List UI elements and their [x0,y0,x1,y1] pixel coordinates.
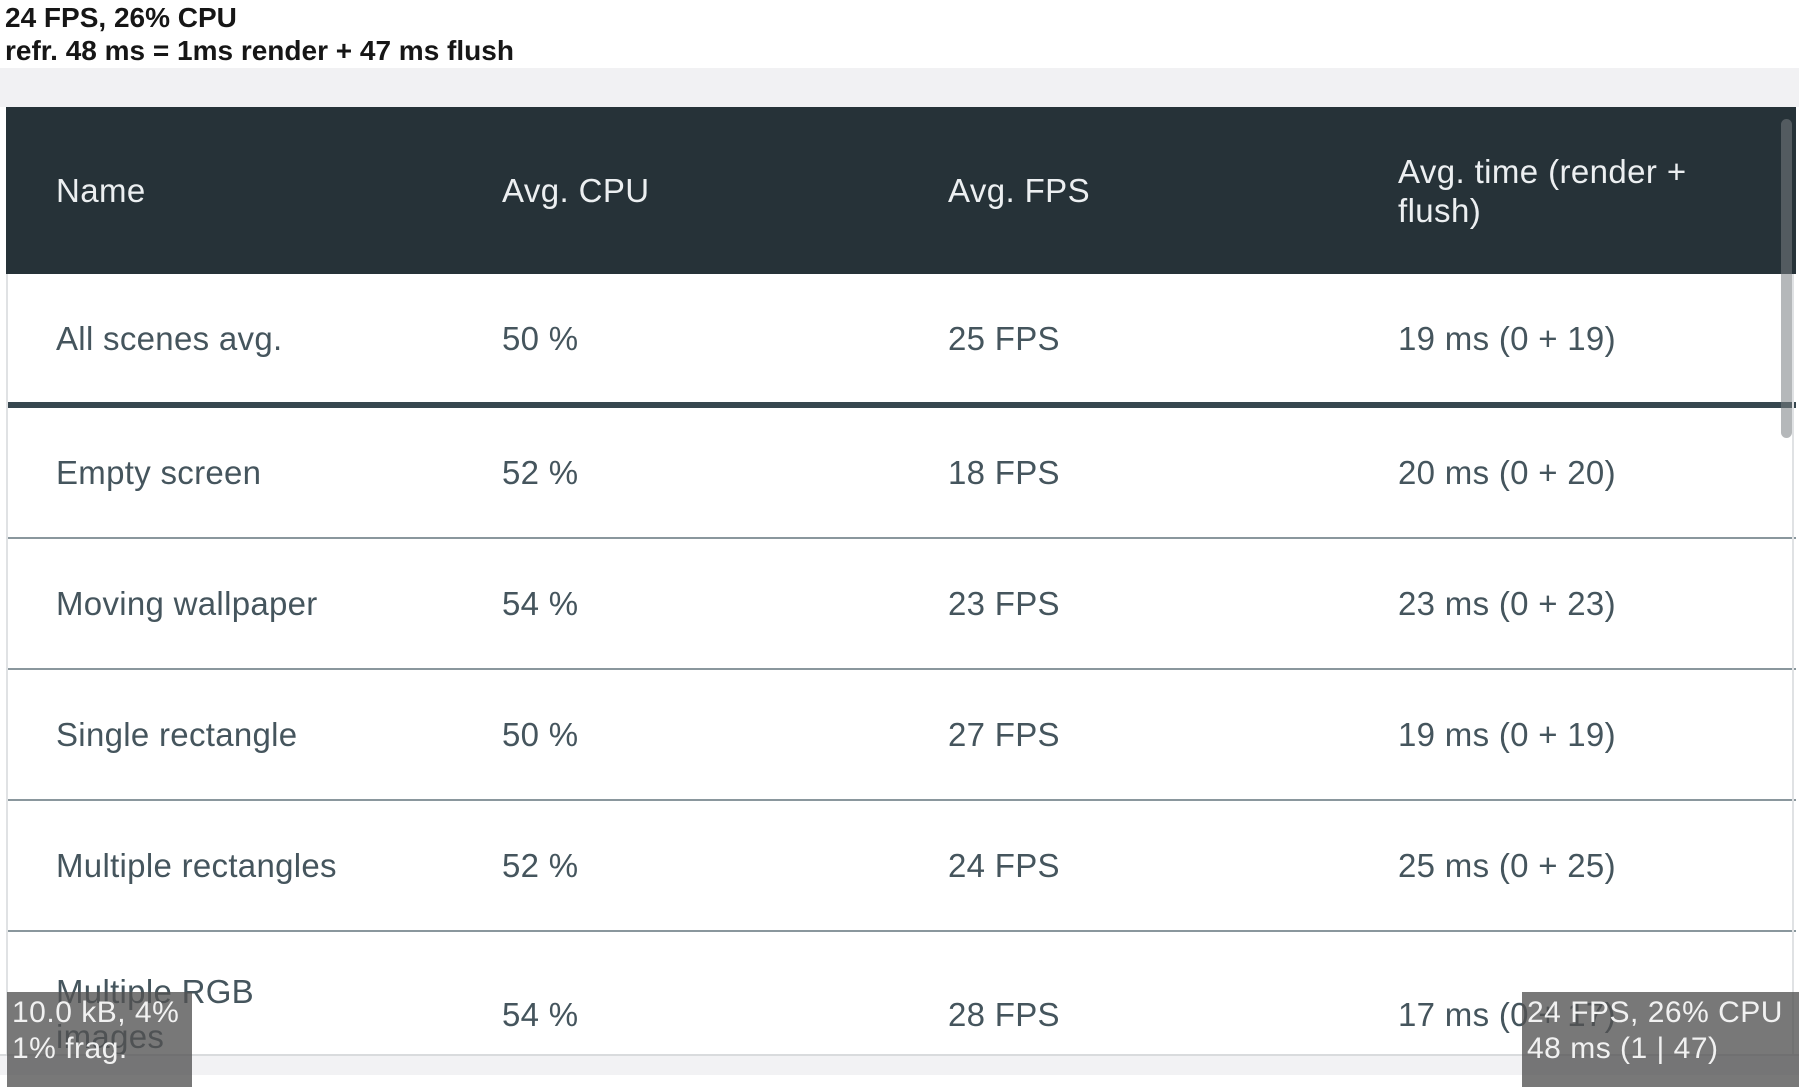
fps-debug-line2: refr. 48 ms = 1ms render + 47 ms flush [5,35,514,66]
fps-cpu-debug-line1: 24 FPS, 26% CPU [1527,996,1783,1029]
cell-avg-fps: 24 FPS [948,847,1060,884]
table-row: Multiple rectangles 52 % 24 FPS 25 ms (0… [6,801,1796,932]
table-row: Single rectangle 50 % 27 FPS 19 ms (0 + … [6,670,1796,801]
cell-scene-name: Moving wallpaper [56,585,318,622]
fps-cpu-debug-overlay: 24 FPS, 26% CPU 48 ms (1 | 47) [1522,992,1799,1087]
memory-debug-overlay: 10.0 kB, 4% 1% frag. [7,992,192,1087]
cell-avg-fps: 28 FPS [948,995,1060,1033]
cell-avg-fps: 18 FPS [948,454,1060,491]
table-body: All scenes avg. 50 % 25 FPS 19 ms (0 + 1… [6,274,1796,1054]
cell-avg-fps: 23 FPS [948,585,1060,622]
cell-avg-cpu: 54 % [502,585,579,622]
column-header-avg-time: Avg. time (render + flush) [1398,152,1687,229]
fps-cpu-debug-line2: 48 ms (1 | 47) [1527,1032,1719,1065]
vertical-scrollbar-thumb[interactable] [1781,119,1792,438]
cell-avg-cpu: 50 % [502,319,579,357]
table-row: Empty screen 52 % 18 FPS 20 ms (0 + 20) [6,408,1796,539]
column-header-name: Name [56,172,146,209]
column-header-avg-cpu: Avg. CPU [502,172,650,209]
fps-debug-text: 24 FPS, 26% CPU refr. 48 ms = 1ms render… [5,1,514,67]
cell-avg-time: 20 ms (0 + 20) [1398,454,1616,491]
cell-scene-name: Empty screen [56,454,262,491]
cell-avg-cpu: 52 % [502,454,579,491]
table-row: Moving wallpaper 54 % 23 FPS 23 ms (0 + … [6,539,1796,670]
cell-avg-fps: 27 FPS [948,716,1060,753]
table-right-border [1792,274,1794,1054]
page-background-band [0,68,1799,107]
below-table-band [0,1054,1799,1075]
cell-avg-time: 19 ms (0 + 19) [1398,319,1616,357]
fps-debug-line1: 24 FPS, 26% CPU [5,2,237,33]
cell-avg-cpu: 54 % [502,995,579,1033]
table-left-border [6,274,8,1054]
memory-debug-line2: 1% frag. [12,1032,128,1065]
cell-scene-name: All scenes avg. [56,319,283,357]
cell-avg-time: 23 ms (0 + 23) [1398,585,1616,622]
column-header-avg-fps: Avg. FPS [948,172,1090,209]
cell-avg-time: 19 ms (0 + 19) [1398,716,1616,753]
table-row: All scenes avg. 50 % 25 FPS 19 ms (0 + 1… [6,274,1796,408]
cell-avg-cpu: 50 % [502,716,579,753]
memory-debug-line1: 10.0 kB, 4% [12,996,180,1029]
table-header-row: Name Avg. CPU Avg. FPS Avg. time (render… [6,107,1796,274]
cell-avg-fps: 25 FPS [948,319,1060,357]
cell-scene-name: Multiple rectangles [56,847,337,884]
cell-avg-cpu: 52 % [502,847,579,884]
cell-scene-name: Single rectangle [56,716,298,753]
cell-avg-time: 25 ms (0 + 25) [1398,847,1616,884]
benchmark-results-table: Name Avg. CPU Avg. FPS Avg. time (render… [6,107,1796,1054]
